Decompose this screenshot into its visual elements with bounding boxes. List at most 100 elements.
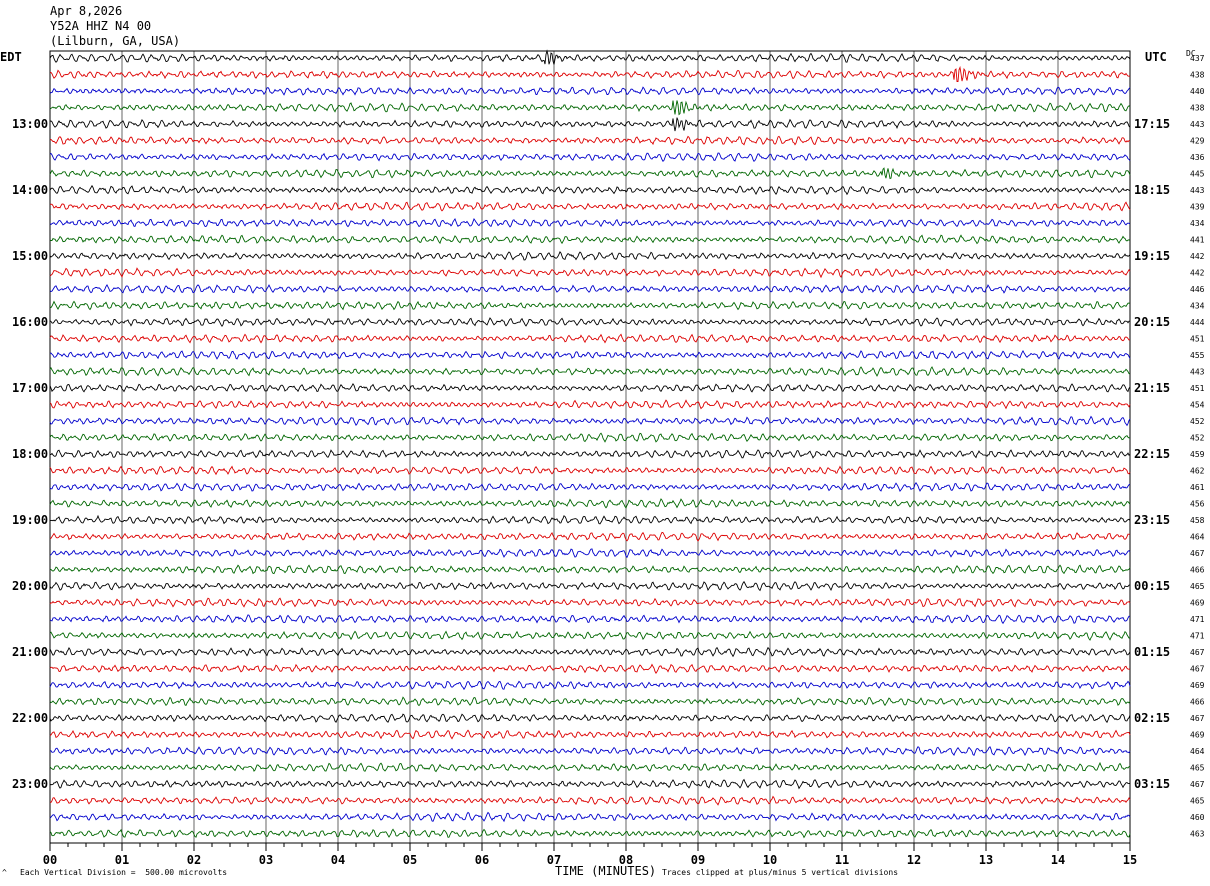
seismogram-trace <box>49 498 1131 509</box>
left-hour-label: 23:00 <box>12 777 49 791</box>
right-hour-label: 02:15 <box>1134 711 1171 725</box>
dc-offset-label: 437 <box>1190 54 1205 63</box>
dc-offset-label: 434 <box>1190 302 1205 311</box>
right-hour-label: 19:15 <box>1134 249 1171 263</box>
left-hour-label: 13:00 <box>12 117 49 131</box>
clip-note: Traces clipped at plus/minus 5 vertical … <box>662 868 899 877</box>
seismogram-trace <box>49 564 1131 575</box>
dc-offset-label: 462 <box>1190 467 1205 476</box>
x-tick-label: 08 <box>618 853 634 867</box>
seismogram-trace <box>49 366 1131 377</box>
dc-offset-label: 436 <box>1190 153 1205 162</box>
division-note: Each Vertical Division = 500.00 microvol… <box>20 868 228 877</box>
dc-offset-label: 464 <box>1190 747 1205 756</box>
right-timezone-label: UTC <box>1145 50 1167 64</box>
dc-offset-label: 438 <box>1190 71 1205 80</box>
dc-offset-label: 429 <box>1190 137 1205 146</box>
dc-offset-label: 442 <box>1190 252 1205 261</box>
seismogram-trace <box>49 167 1131 180</box>
seismogram-trace <box>49 531 1131 542</box>
x-tick-label: 11 <box>834 853 850 867</box>
x-tick-label: 13 <box>978 853 994 867</box>
left-timezone-label: EDT <box>0 50 22 64</box>
dc-offset-label: 467 <box>1190 648 1205 657</box>
left-hour-label: 20:00 <box>12 579 49 593</box>
dc-offset-label: 443 <box>1190 186 1205 195</box>
dc-offset-label: 467 <box>1190 665 1205 674</box>
seismogram-trace <box>49 432 1131 443</box>
seismogram-trace <box>49 399 1131 410</box>
x-tick-label: 14 <box>1050 853 1066 867</box>
station-label: Y52A HHZ N4 00 <box>50 19 152 33</box>
dc-offset-label: 469 <box>1190 681 1205 690</box>
x-tick-label: 10 <box>762 853 778 867</box>
x-tick-label: 05 <box>402 853 418 867</box>
seismogram-trace <box>49 117 1131 132</box>
dc-offset-label: 456 <box>1190 500 1205 509</box>
dc-offset-label: 467 <box>1190 780 1205 789</box>
seismogram-trace <box>49 300 1131 311</box>
dc-offset-label: 455 <box>1190 351 1205 360</box>
seismogram-trace <box>49 349 1131 360</box>
seismogram-trace <box>49 729 1131 740</box>
dc-offset-label: 465 <box>1190 764 1205 773</box>
dc-offset-label: 461 <box>1190 483 1205 492</box>
dc-offset-label: 446 <box>1190 285 1205 294</box>
x-tick-label: 09 <box>690 853 706 867</box>
dc-offset-label: 469 <box>1190 731 1205 740</box>
x-tick-label: 02 <box>186 853 202 867</box>
x-tick-label: 01 <box>114 853 130 867</box>
seismogram-trace <box>49 811 1131 823</box>
x-tick-label: 04 <box>330 853 346 867</box>
dc-label: DC <box>1186 49 1196 58</box>
dc-offset-label: 459 <box>1190 450 1205 459</box>
seismogram-trace <box>49 218 1131 228</box>
seismogram-trace <box>49 65 1131 82</box>
dc-offset-label: 465 <box>1190 797 1205 806</box>
x-tick-label: 06 <box>474 853 490 867</box>
dc-offset-label: 467 <box>1190 549 1205 558</box>
seismogram-trace <box>49 317 1130 328</box>
seismogram-trace <box>49 49 1131 65</box>
dc-offset-label: 452 <box>1190 434 1205 443</box>
seismogram-trace <box>49 514 1131 525</box>
x-axis-title: TIME (MINUTES) <box>555 864 657 878</box>
seismogram-trace <box>49 680 1131 691</box>
right-hour-label: 17:15 <box>1134 117 1171 131</box>
plot-frame <box>49 50 1131 844</box>
location-label: (Lilburn, GA, USA) <box>50 34 181 48</box>
left-hour-label: 16:00 <box>12 315 49 329</box>
seismogram-trace <box>49 481 1131 492</box>
seismogram-trace <box>49 795 1131 806</box>
seismogram-trace <box>49 333 1131 344</box>
seismogram-trace <box>49 184 1131 196</box>
right-hour-label: 01:15 <box>1134 645 1171 659</box>
x-tick-label: 00 <box>42 853 58 867</box>
left-hour-label: 15:00 <box>12 249 49 263</box>
right-hour-label: 00:15 <box>1134 579 1171 593</box>
footer-corner-mark: ^ <box>2 868 7 877</box>
dc-offset-label: 471 <box>1190 632 1205 641</box>
seismogram-trace <box>49 614 1131 625</box>
dc-offset-label: 451 <box>1190 335 1205 344</box>
dc-offset-label: 460 <box>1190 813 1205 822</box>
dc-offset-label: 466 <box>1190 566 1205 575</box>
dc-offset-label: 452 <box>1190 417 1205 426</box>
right-hour-label: 03:15 <box>1134 777 1171 791</box>
seismogram-trace <box>49 465 1131 476</box>
seismogram-trace <box>49 828 1131 839</box>
left-hour-label: 17:00 <box>12 381 49 395</box>
seismogram-trace <box>49 713 1131 724</box>
left-hour-label: 19:00 <box>12 513 49 527</box>
seismogram-trace <box>49 696 1131 707</box>
dc-offset-label: 442 <box>1190 269 1205 278</box>
x-tick-label: 12 <box>906 853 922 867</box>
seismogram-trace <box>49 152 1131 163</box>
dc-offset-label: 441 <box>1190 236 1205 245</box>
right-hour-label: 22:15 <box>1134 447 1171 461</box>
date-label: Apr 8,2026 <box>50 4 123 18</box>
seismogram-trace <box>49 597 1131 608</box>
x-tick-label: 03 <box>258 853 274 867</box>
dc-offset-label: 440 <box>1190 87 1205 96</box>
